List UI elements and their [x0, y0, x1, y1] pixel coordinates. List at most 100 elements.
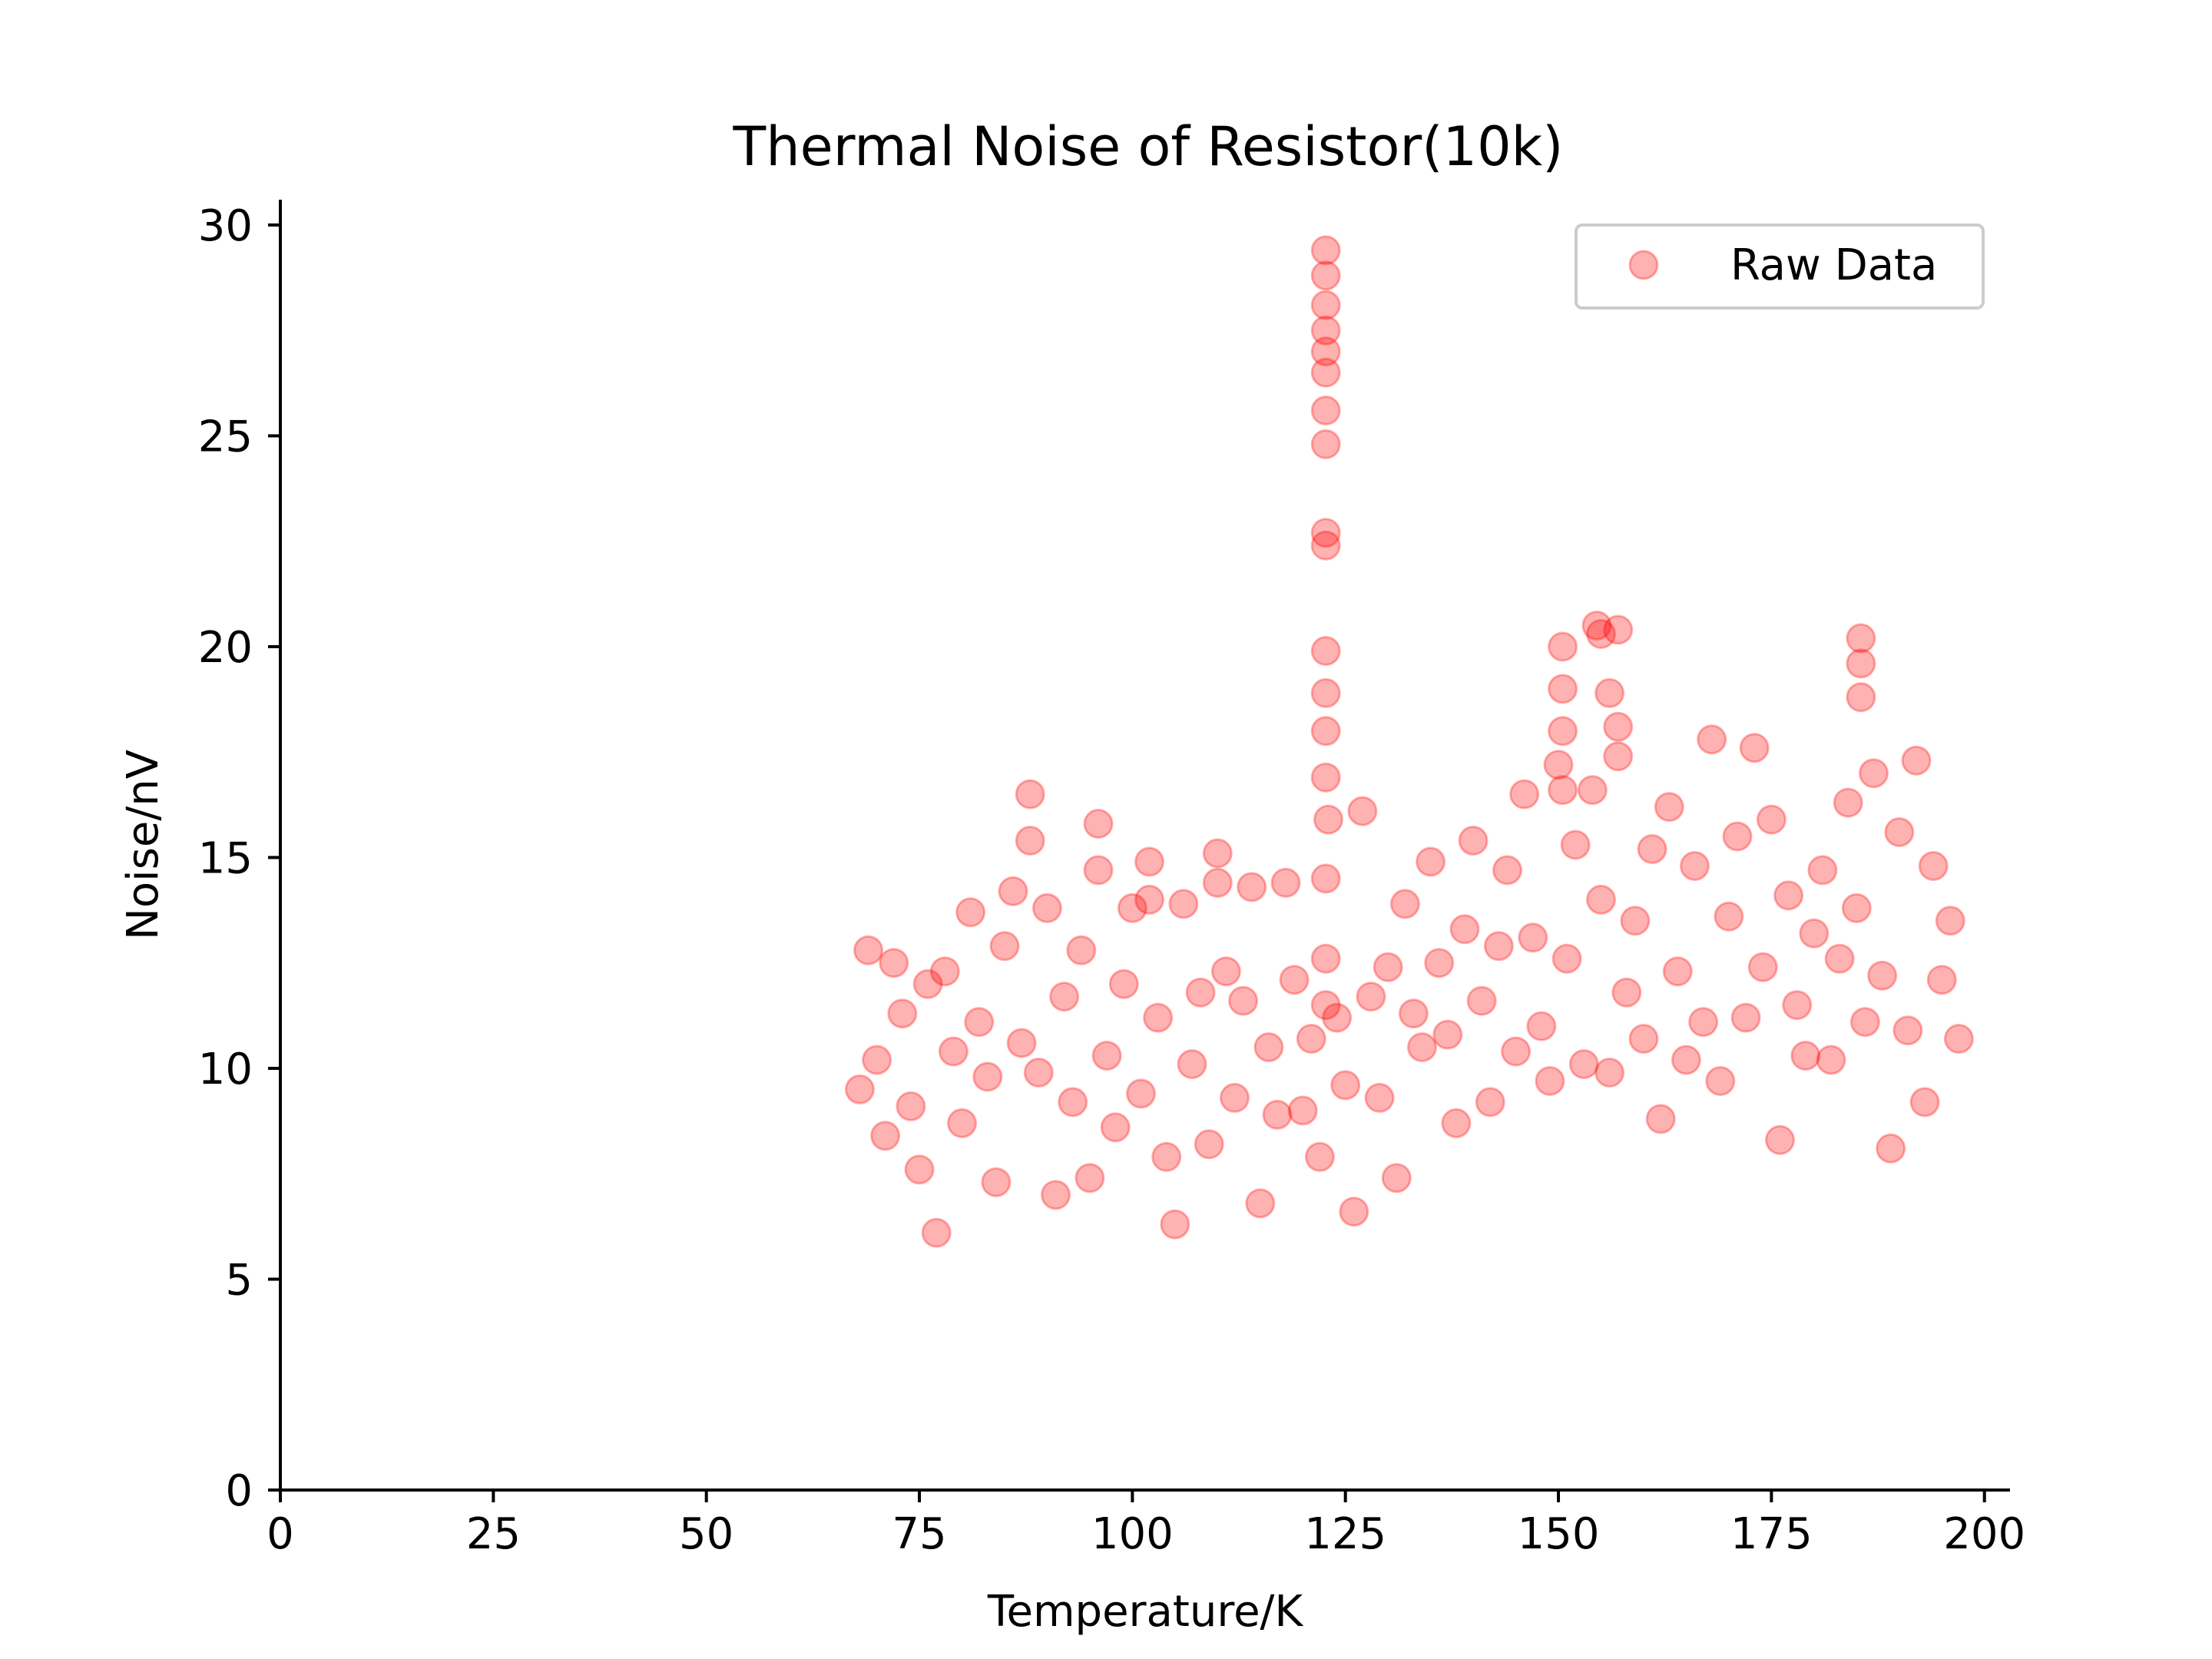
data-point: [1926, 965, 1957, 995]
data-point: [1108, 969, 1139, 999]
data-point: [1603, 711, 1634, 742]
data-point: [1310, 636, 1341, 666]
x-tick-label: 75: [892, 1509, 946, 1559]
data-point: [1279, 965, 1310, 995]
data-point: [1518, 922, 1548, 953]
data-point: [870, 1121, 901, 1151]
data-point: [879, 948, 909, 979]
data-point: [1416, 846, 1446, 877]
data-point: [1714, 901, 1744, 932]
data-point: [1722, 821, 1753, 852]
data-point: [1006, 1028, 1037, 1058]
data-point: [1876, 1133, 1906, 1164]
data-point: [1901, 745, 1932, 776]
data-point: [1884, 817, 1915, 847]
data-point: [1697, 724, 1727, 755]
data-point: [1126, 1078, 1156, 1109]
data-point: [1185, 977, 1216, 1008]
data-point: [1782, 990, 1813, 1021]
data-point: [1287, 1095, 1318, 1126]
data-point: [929, 956, 960, 987]
data-point: [1339, 1197, 1369, 1227]
x-tick-label: 200: [1943, 1509, 2025, 1559]
y-tick-label: 25: [198, 412, 253, 462]
data-point: [896, 1091, 926, 1121]
data-point: [1091, 1041, 1122, 1071]
x-ticks: 0 25 50 75 100 125 150 175 200: [267, 1490, 2025, 1559]
data-point: [1177, 1049, 1207, 1079]
data-point: [1296, 1024, 1326, 1054]
data-point: [1543, 750, 1574, 780]
data-point: [1202, 838, 1233, 869]
data-point: [1935, 906, 1965, 936]
data-point: [1424, 948, 1455, 979]
data-point: [1381, 1163, 1412, 1194]
data-point: [1310, 518, 1341, 548]
data-point: [1560, 830, 1591, 860]
data-point: [1833, 787, 1863, 818]
data-point: [1671, 1045, 1701, 1075]
data-point: [1134, 884, 1164, 915]
data-point: [1083, 855, 1114, 886]
data-point: [1943, 1024, 1974, 1054]
data-point: [1586, 884, 1616, 915]
data-point: [1049, 982, 1080, 1012]
data-point: [912, 969, 943, 999]
data-point: [1645, 1104, 1676, 1134]
data-point: [1654, 792, 1684, 823]
data-point: [1662, 956, 1693, 987]
data-point: [1083, 809, 1114, 839]
data-point: [1705, 1066, 1736, 1096]
data-point: [1577, 775, 1608, 806]
x-axis-label: Temperature/K: [987, 1587, 1304, 1637]
data-point: [1220, 1082, 1250, 1113]
data-point: [1407, 1032, 1437, 1062]
data-point: [1799, 918, 1830, 949]
data-point: [1846, 682, 1876, 713]
data-point: [1458, 826, 1488, 856]
data-point: [1816, 1045, 1846, 1075]
data-point: [1846, 648, 1876, 679]
data-point: [1603, 741, 1634, 772]
data-point: [1466, 985, 1497, 1016]
data-point: [1310, 235, 1341, 266]
data-point: [1330, 1070, 1361, 1101]
data-point: [1501, 1036, 1532, 1067]
data-point: [1611, 977, 1642, 1008]
data-point: [1023, 1058, 1054, 1088]
data-point: [921, 1217, 952, 1248]
data-point: [1237, 872, 1267, 902]
data-point: [1041, 1180, 1071, 1210]
data-point: [1143, 1002, 1174, 1033]
data-point: [1790, 1041, 1821, 1071]
data-point: [1310, 943, 1341, 974]
data-point: [1253, 1032, 1284, 1062]
data-point: [1730, 1002, 1761, 1033]
data-point: [989, 931, 1020, 962]
data-point: [1594, 677, 1625, 708]
data-point: [1389, 889, 1420, 919]
data-point: [1509, 779, 1540, 810]
data-point: [904, 1154, 935, 1185]
data-point: [1310, 290, 1341, 320]
data-point: [1210, 956, 1241, 987]
data-point: [1262, 1099, 1293, 1130]
data-point: [1310, 429, 1341, 459]
data-point: [1526, 1011, 1557, 1041]
legend-label: Raw Data: [1730, 240, 1937, 290]
data-point: [1398, 998, 1429, 1029]
data-point: [1310, 357, 1341, 388]
data-point: [1313, 804, 1343, 835]
data-point: [1581, 611, 1612, 641]
data-point: [1194, 1129, 1224, 1160]
y-tick-label: 15: [198, 833, 253, 883]
data-point: [1449, 914, 1480, 945]
data-point: [1066, 935, 1097, 965]
data-point: [1058, 1087, 1088, 1118]
data-point: [1310, 863, 1341, 894]
data-point: [1548, 674, 1578, 704]
data-point: [1310, 677, 1341, 708]
data-point: [1918, 851, 1949, 881]
data-point: [1347, 796, 1378, 826]
